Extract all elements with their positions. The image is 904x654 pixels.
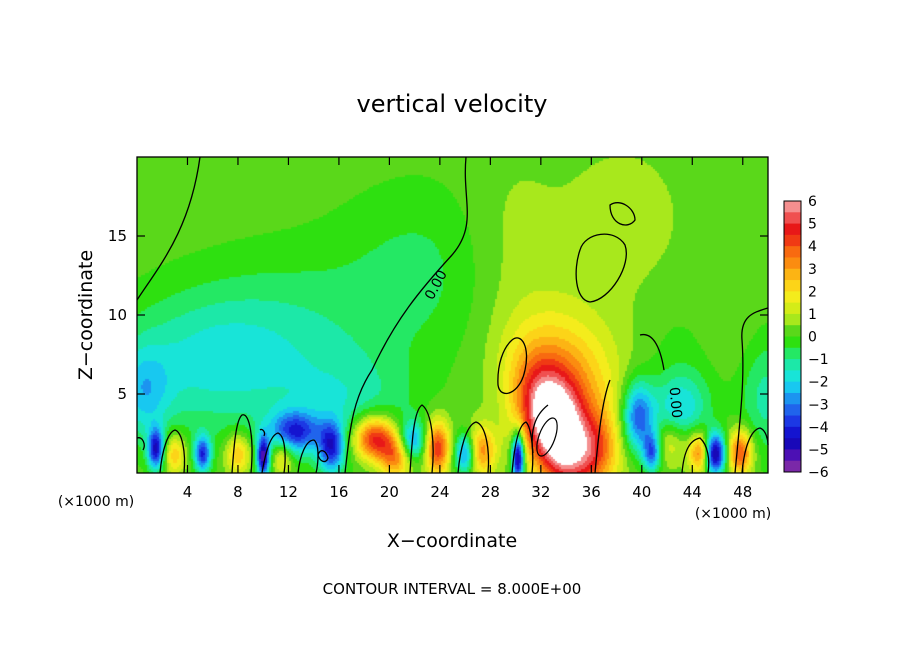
y-ticks <box>137 235 768 395</box>
x-ticks <box>186 157 744 473</box>
colorbar-level <box>784 336 801 349</box>
x-tick-label: 44 <box>683 483 702 501</box>
contour-line <box>681 437 710 474</box>
contour-line <box>575 233 627 303</box>
contour-line <box>344 156 468 474</box>
colorbar-level <box>784 302 801 315</box>
colorbar-level <box>784 223 801 236</box>
colorbar-level <box>784 280 801 292</box>
colorbar-level <box>784 325 801 337</box>
colorbar-level <box>784 212 801 225</box>
contour-interval-note: CONTOUR INTERVAL = 8.000E+00 <box>323 580 582 598</box>
contour-line <box>511 421 534 474</box>
colorbar-tick-label: 6 <box>808 194 817 210</box>
contour-line <box>497 337 528 395</box>
x-tick-label: 40 <box>632 483 651 501</box>
colorbar-labels: 6 5 4 3 2 1 0 −1 −2 −3 −4 −5 −6 <box>808 194 829 481</box>
y-tick-label: 10 <box>108 306 127 324</box>
x-tick-label: 36 <box>582 483 601 501</box>
contour-line <box>409 404 434 474</box>
colorbar-level <box>784 460 801 473</box>
contour-line <box>136 156 201 301</box>
colorbar-level <box>784 257 801 270</box>
colorbar-tick-label: −5 <box>808 442 829 458</box>
x-unit-right: (×1000 m) <box>695 506 771 522</box>
colorbar-tick-label: 2 <box>808 284 817 300</box>
contour-line <box>317 450 329 463</box>
contour-label: 0.00 <box>666 386 685 418</box>
colorbar-level <box>784 415 801 428</box>
colorbar-tick-label: 1 <box>808 307 817 323</box>
colorbar-level <box>784 404 801 417</box>
contour-line <box>457 421 490 474</box>
contour-line <box>261 432 286 474</box>
y-axis-label: Z−coordinate <box>75 250 97 380</box>
colorbar-level <box>784 347 801 360</box>
colorbar-levels <box>784 201 801 473</box>
plot-area: 0.00 0.00 <box>136 156 769 474</box>
y-tick-labels: 5 10 15 <box>108 227 127 403</box>
colorbar-level <box>784 246 801 258</box>
x-tick-label: 16 <box>329 483 348 501</box>
contour-line <box>639 333 665 371</box>
colorbar-level <box>784 392 801 405</box>
x-axis-label: X−coordinate <box>387 530 517 552</box>
colorbar-level <box>784 370 801 383</box>
contour-zero-lines <box>136 156 769 474</box>
x-tick-label: 20 <box>380 483 399 501</box>
contour-line <box>231 414 253 474</box>
heatmap-field <box>137 157 768 473</box>
x-tick-label: 24 <box>430 483 449 501</box>
x-tick-label: 4 <box>183 483 193 501</box>
x-tick-labels: 4 8 12 16 20 24 28 32 36 40 44 48 <box>183 483 753 501</box>
colorbar-level <box>784 426 801 439</box>
colorbar-level <box>784 291 801 304</box>
colorbar-tick-label: 0 <box>808 330 817 346</box>
contour-line <box>297 439 319 474</box>
chart-title: vertical velocity <box>357 90 548 118</box>
contour-line <box>159 429 186 474</box>
y-tick-label: 15 <box>108 227 127 245</box>
contour-line <box>259 428 266 437</box>
colorbar-tick-label: −2 <box>808 375 829 391</box>
x-unit-left: (×1000 m) <box>58 494 134 510</box>
x-tick-label: 48 <box>733 483 752 501</box>
y-tick-label: 5 <box>117 385 127 403</box>
colorbar: 6 5 4 3 2 1 0 −1 −2 −3 −4 −5 −6 <box>783 194 829 481</box>
colorbar-level <box>784 313 801 326</box>
colorbar-tick-label: 3 <box>808 262 817 278</box>
x-tick-label: 8 <box>233 483 243 501</box>
colorbar-tick-label: −3 <box>808 397 829 413</box>
colorbar-frame <box>783 200 802 473</box>
x-tick-label: 32 <box>531 483 550 501</box>
colorbar-tick-label: −1 <box>808 352 829 368</box>
colorbar-level <box>784 381 801 394</box>
colorbar-tick-label: −6 <box>808 465 829 481</box>
colorbar-level <box>784 268 801 281</box>
colorbar-tick-label: −4 <box>808 420 829 436</box>
contour-peak <box>536 417 558 457</box>
colorbar-level <box>784 359 801 371</box>
contour-line <box>734 307 769 474</box>
contour-line <box>594 379 611 474</box>
colorbar-tick-label: 4 <box>808 239 817 255</box>
colorbar-tick-label: 5 <box>808 217 817 233</box>
x-tick-label: 12 <box>279 483 298 501</box>
colorbar-level <box>784 234 801 247</box>
contour-line <box>136 437 145 451</box>
x-tick-label: 28 <box>481 483 500 501</box>
colorbar-level <box>784 449 801 462</box>
colorbar-level <box>784 438 801 450</box>
contour-line <box>609 202 636 226</box>
colorbar-level <box>784 201 801 213</box>
